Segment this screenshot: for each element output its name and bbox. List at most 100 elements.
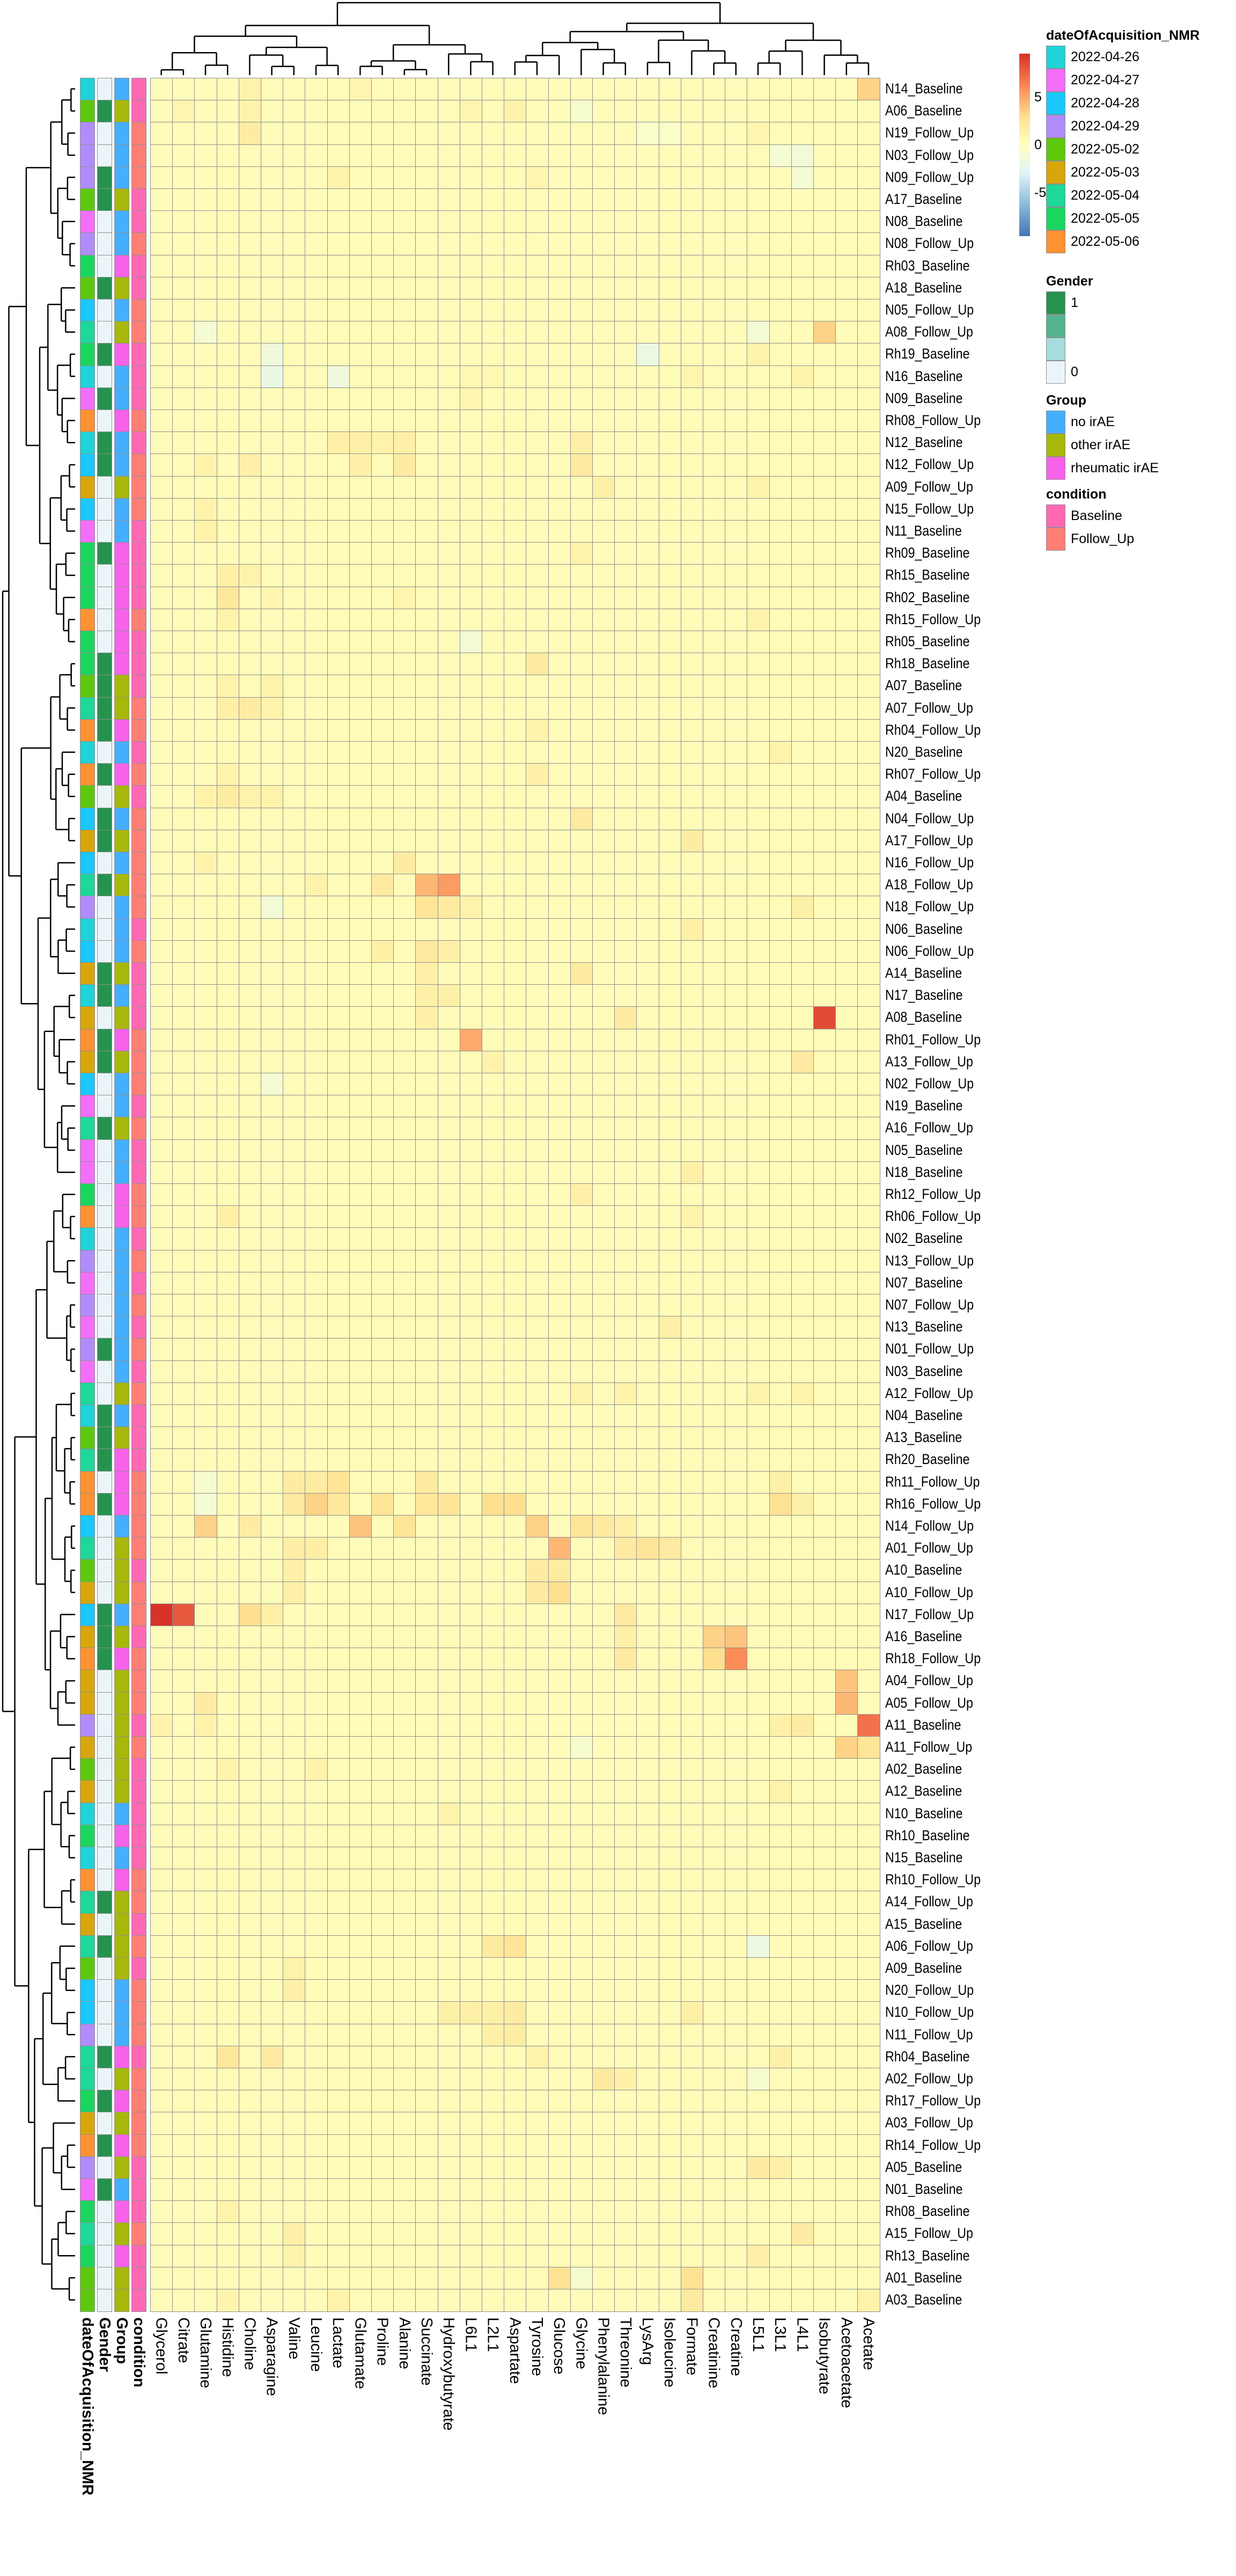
heatmap-cell [172,586,195,610]
heatmap-cell [194,1050,218,1074]
heatmap-cell [636,1095,660,1118]
heatmap-cell [172,1559,195,1583]
heatmap-cell [791,431,814,455]
heatmap-cell [437,299,461,322]
heatmap-cell [658,1073,682,1096]
heatmap-cell [261,188,284,211]
heatmap-cell [305,1426,328,1450]
heatmap-cell [150,2222,173,2246]
heatmap-cell [393,321,416,344]
heatmap-cell [614,1935,637,1958]
heatmap-cell [415,2200,439,2223]
heatmap-cell [261,1559,284,1583]
heatmap-cell [172,2244,195,2268]
heatmap-cell [283,1824,306,1848]
heatmap-cell [636,1117,660,1140]
heatmap-cell [592,631,615,654]
condition-annotation-cell [131,1382,146,1406]
heatmap-cell [216,2045,240,2069]
group-annotation-cell [114,144,129,167]
heatmap-cell [194,1758,218,1781]
heatmap-cell [415,1404,439,1428]
date-annotation-cell [80,1073,95,1096]
heatmap-cell [725,1006,748,1030]
heatmap-cell [548,631,571,654]
legend-swatch [1046,504,1065,528]
heatmap-cell [283,166,306,189]
heatmap-cell [393,431,416,455]
heatmap-cell [349,2156,372,2179]
heatmap-cell [813,608,836,632]
heatmap-cell [459,1559,483,1583]
heatmap-cell [393,1824,416,1848]
date-annotation-cell [80,1913,95,1936]
heatmap-cell [592,431,615,455]
heatmap-cell [150,564,173,588]
heatmap-cell [216,874,240,897]
heatmap-cell [459,2112,483,2135]
heatmap-cell [769,188,792,211]
heatmap-cell [747,852,770,875]
heatmap-cell [857,1338,881,1362]
heatmap-cell [371,1802,394,1826]
heatmap-cell [614,1492,637,1516]
heatmap-cell [482,2266,505,2290]
heatmap-cell [504,1382,527,1406]
date-annotation-cell [80,1316,95,1339]
heatmap-cell [636,254,660,278]
heatmap-cell [791,276,814,300]
group-annotation-cell [114,188,129,211]
heatmap-cell [327,78,350,101]
heatmap-cell [725,1957,748,1980]
heatmap-cell [393,1736,416,1759]
heatmap-cell [261,365,284,389]
heatmap-cell [216,144,240,167]
heatmap-cell [592,2222,615,2246]
heatmap-cell [680,1492,704,1516]
heatmap-cell [393,1648,416,1671]
heatmap-cell [747,276,770,300]
heatmap-cell [813,387,836,411]
heatmap-cell [172,1382,195,1406]
heatmap-cell [238,1869,262,1892]
heatmap-cell [349,276,372,300]
heatmap-cell [548,254,571,278]
heatmap-cell [658,984,682,1007]
heatmap-cell [305,276,328,300]
heatmap-cell [570,2178,593,2201]
group-annotation-cell [114,785,129,809]
row-label: N01_Baseline [885,2181,963,2197]
heatmap-cell [703,2178,726,2201]
heatmap-cell [592,321,615,344]
column-label: Creatinine [705,2317,723,2389]
heatmap-cell [238,1780,262,1804]
heatmap-cell [349,1847,372,1870]
group-annotation-cell [114,1559,129,1583]
heatmap-cell [614,918,637,941]
gender-annotation-cell [97,984,112,1007]
heatmap-cell [658,321,682,344]
heatmap-cell [261,653,284,676]
heatmap-cell [857,1780,881,1804]
condition-annotation-cell [131,2178,146,2201]
row-label: N17_Follow_Up [885,1606,974,1622]
heatmap-cell [747,2289,770,2312]
heatmap-cell [614,365,637,389]
gender-annotation-cell [97,2045,112,2069]
heatmap-cell [482,896,505,919]
heatmap-cell [658,763,682,786]
heatmap-cell [437,188,461,211]
heatmap-cell [614,122,637,145]
heatmap-cell [526,365,549,389]
heatmap-cell [658,1360,682,1384]
heatmap-cell [636,2156,660,2179]
heatmap-cell [791,1161,814,1184]
heatmap-cell [857,2266,881,2290]
heatmap-cell [570,586,593,610]
heatmap-cell [194,2289,218,2312]
heatmap-cell [305,1692,328,1715]
heatmap-cell [725,1515,748,1538]
heatmap-cell [813,188,836,211]
heatmap-cell [504,542,527,565]
heatmap-cell [283,100,306,123]
